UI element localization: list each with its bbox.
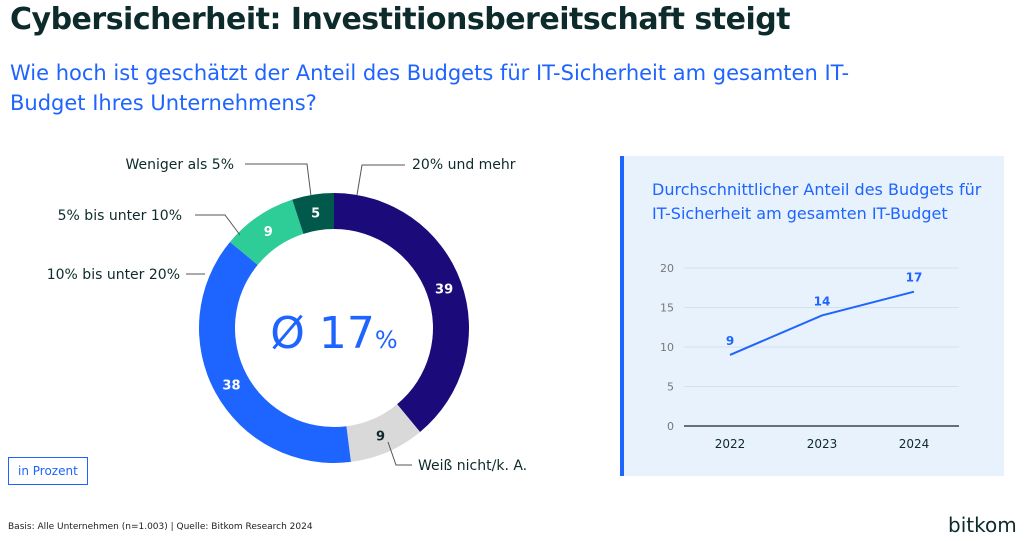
slice-value-label: 9 (376, 429, 385, 444)
data-label: 9 (726, 334, 734, 348)
y-tick-label: 15 (660, 302, 674, 315)
leader-line (356, 164, 405, 196)
donut-slice (346, 404, 421, 462)
y-tick-label: 20 (660, 262, 674, 275)
slice-category-label: Weniger als 5% (125, 157, 234, 173)
slice-value-label: 5 (311, 206, 320, 221)
slice-value-label: 39 (435, 282, 453, 297)
slice-value-label: 38 (222, 378, 240, 393)
source-note: Basis: Alle Unternehmen (n=1.003) | Quel… (8, 522, 313, 532)
leader-line (387, 441, 412, 466)
line-chart: 0 5 10 15 20 9 2022 14 2023 17 2024 (660, 262, 959, 451)
donut-slice (199, 241, 351, 463)
y-tick-label: 10 (660, 341, 674, 354)
line-series (729, 290, 915, 356)
line-chart-panel: Durchschnittlicher Anteil des Budgets fü… (620, 156, 1004, 476)
donut-chart: 39 9 38 9 5 20% und mehr Weiß nicht/k. A. 10% b… (47, 157, 527, 474)
data-label: 17 (906, 271, 923, 285)
x-tick-label: 2024 (899, 437, 930, 451)
x-tick-label: 2022 (715, 437, 746, 451)
x-tick-label: 2023 (807, 437, 838, 451)
slice-category-label: 10% bis unter 20% (47, 267, 180, 283)
slice-value-label: 9 (264, 225, 273, 240)
slice-category-label: Weiß nicht/k. A. (418, 458, 527, 474)
slice-category-label: 20% und mehr (412, 157, 516, 173)
center-average-label: Ø 17% (270, 308, 397, 359)
donut-slice (292, 193, 334, 234)
y-tick-label: 5 (667, 381, 674, 394)
slice-category-label: 5% bis unter 10% (58, 208, 182, 224)
y-tick-label: 0 (667, 420, 674, 433)
unit-badge: in Prozent (8, 457, 88, 485)
donut-slice (229, 199, 304, 265)
page-subtitle: Wie hoch ist geschätzt der Anteil des Bu… (10, 61, 850, 115)
leader-line (195, 214, 241, 236)
line-chart-title: Durchschnittlicher Anteil des Budgets fü… (652, 180, 982, 223)
donut-slice (334, 193, 470, 433)
page-title: Cybersicherheit: Investitionsbereitschaf… (10, 2, 791, 37)
bitkom-logo: bitkom (948, 513, 1017, 537)
leader-line (245, 163, 312, 197)
data-label: 14 (814, 294, 831, 308)
